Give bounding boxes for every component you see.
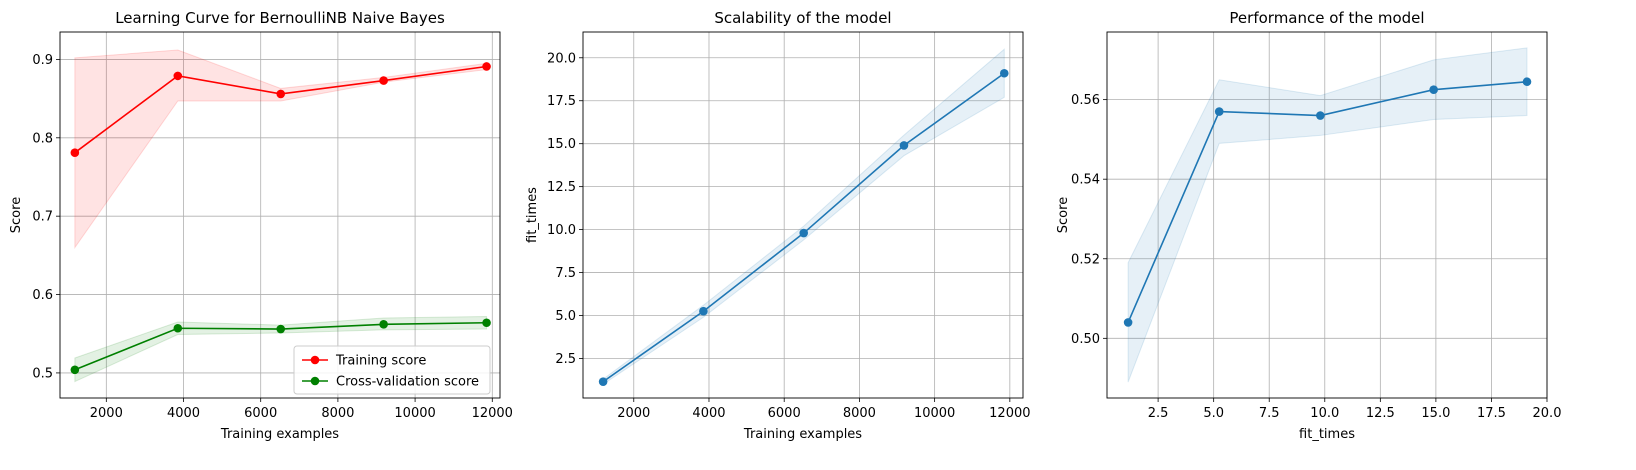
confidence-band bbox=[74, 315, 488, 383]
series-1 bbox=[70, 49, 491, 250]
x-tick-label: 2.5 bbox=[1148, 406, 1169, 421]
axes-frame bbox=[59, 31, 501, 399]
y-tick-label: 17.5 bbox=[547, 94, 576, 109]
confidence-band bbox=[74, 49, 488, 250]
x-tick-label: 12.5 bbox=[1366, 406, 1395, 421]
x-tick-label: 6000 bbox=[768, 406, 801, 421]
legend-label: Training score bbox=[335, 354, 426, 369]
data-point bbox=[70, 365, 80, 375]
data-point bbox=[173, 323, 183, 333]
data-point bbox=[799, 228, 809, 238]
data-point bbox=[1214, 107, 1224, 116]
axes-frame bbox=[1106, 31, 1548, 399]
y-tick-label: 0.56 bbox=[1071, 93, 1100, 108]
y-tick-label: 2.5 bbox=[555, 352, 576, 367]
confidence-band bbox=[602, 48, 1005, 386]
data-point bbox=[482, 318, 491, 328]
y-tick-label: 12.5 bbox=[547, 180, 576, 195]
data-point bbox=[999, 68, 1009, 78]
y-tick-label: 0.6 bbox=[32, 288, 53, 303]
data-point bbox=[173, 71, 183, 81]
x-tick-label: 8000 bbox=[843, 406, 876, 421]
x-tick-label: 4000 bbox=[692, 406, 725, 421]
data-point bbox=[1522, 77, 1532, 87]
data-point bbox=[1429, 85, 1438, 94]
x-tick-label: 20.0 bbox=[1533, 406, 1562, 421]
legend-marker bbox=[310, 376, 320, 386]
x-axis-label: Training examples bbox=[743, 427, 862, 442]
axes-frame bbox=[582, 31, 1024, 399]
data-point bbox=[70, 148, 80, 157]
x-axis-label: fit_times bbox=[1299, 427, 1355, 442]
y-axis-label: fit_times bbox=[525, 187, 540, 243]
x-tick-label: 8000 bbox=[321, 406, 354, 421]
x-tick-label: 15.0 bbox=[1421, 406, 1450, 421]
x-axis-label: Training examples bbox=[220, 427, 339, 442]
y-tick-label: 10.0 bbox=[547, 223, 576, 238]
y-tick-label: 15.0 bbox=[547, 137, 576, 152]
gridlines bbox=[60, 32, 500, 398]
x-tick-label: 10000 bbox=[394, 406, 435, 421]
series-1 bbox=[598, 48, 1009, 386]
x-tick-label: 6000 bbox=[244, 406, 277, 421]
y-tick-label: 0.9 bbox=[32, 53, 53, 68]
chart-2: 2000 4000 6000 8000 10000 12000 2.5 5.0 7.5 10.0 1… bbox=[525, 9, 1031, 442]
series-2 bbox=[70, 315, 491, 383]
x-tick-label: 17.5 bbox=[1477, 406, 1506, 421]
y-tick-label: 0.50 bbox=[1071, 332, 1100, 347]
x-tick-label: 7.5 bbox=[1259, 406, 1280, 421]
data-point bbox=[598, 377, 608, 386]
y-tick-label: 0.52 bbox=[1071, 252, 1100, 267]
gridlines bbox=[583, 32, 1023, 398]
y-tick-label: 0.5 bbox=[32, 366, 53, 381]
y-axis-label: Score bbox=[9, 197, 24, 233]
legend-label: Cross-validation score bbox=[336, 375, 479, 390]
y-tick-label: 0.7 bbox=[32, 210, 53, 225]
y-tick-label: 0.54 bbox=[1071, 173, 1100, 188]
data-point bbox=[482, 62, 491, 71]
y-tick-label: 0.8 bbox=[32, 131, 53, 146]
x-tick-label: 12000 bbox=[989, 406, 1030, 421]
legend-marker bbox=[310, 355, 320, 365]
y-axis-label: Score bbox=[1056, 197, 1071, 233]
data-point bbox=[379, 76, 388, 85]
series-1 bbox=[1123, 47, 1532, 383]
chart-title: Performance of the model bbox=[1229, 9, 1424, 27]
chart-title: Learning Curve for BernoulliNB Naive Bay… bbox=[115, 9, 445, 27]
y-tick-label: 20.0 bbox=[547, 51, 576, 66]
y-tick-label: 5.0 bbox=[555, 309, 576, 324]
x-tick-label: 5.0 bbox=[1203, 406, 1224, 421]
x-tick-label: 10000 bbox=[914, 406, 955, 421]
x-tick-label: 12000 bbox=[472, 406, 513, 421]
data-point bbox=[276, 324, 286, 334]
chart-3: 2.5 5.0 7.5 10.0 12.5 15.0 17.5 20.0 0.50 0.52 0.5… bbox=[1056, 9, 1561, 442]
data-point bbox=[1123, 318, 1133, 327]
chart-1: 2000 4000 6000 8000 10000 12000 0.5 0.6 0.7 0.8 0.… bbox=[9, 9, 513, 442]
x-tick-label: 10.0 bbox=[1310, 406, 1339, 421]
data-point bbox=[899, 141, 909, 150]
y-tick-label: 7.5 bbox=[555, 266, 576, 281]
legend: Training score Cross-validation score bbox=[293, 345, 491, 395]
confidence-band bbox=[1127, 47, 1528, 383]
data-point bbox=[1316, 111, 1325, 120]
data-point bbox=[699, 306, 708, 316]
data-point bbox=[379, 320, 388, 329]
x-tick-label: 2000 bbox=[90, 406, 123, 421]
data-point bbox=[276, 89, 286, 99]
x-tick-label: 2000 bbox=[617, 406, 650, 421]
legend-frame bbox=[293, 345, 491, 395]
x-tick-label: 4000 bbox=[167, 406, 200, 421]
chart-title: Scalability of the model bbox=[714, 9, 891, 27]
